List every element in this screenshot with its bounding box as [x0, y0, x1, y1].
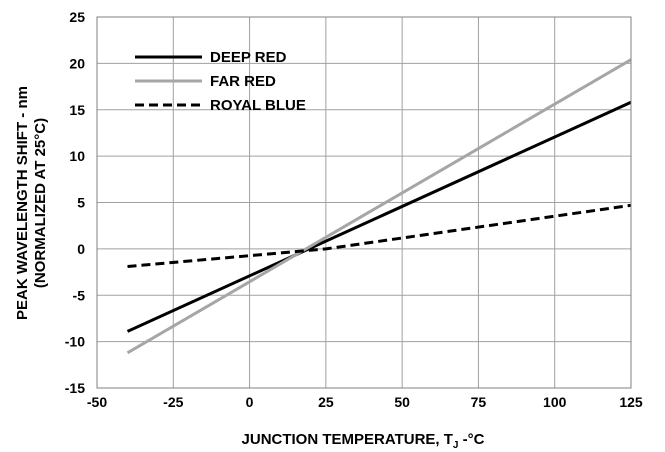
x-tick-label: -25 [163, 394, 183, 410]
series-layer [126, 58, 632, 355]
x-tick-label: 25 [318, 394, 334, 410]
x-tick-label: 0 [246, 394, 254, 410]
y-tick-label: 5 [77, 195, 85, 211]
x-tick-label: -50 [87, 394, 107, 410]
y-tick-labels: -15 -10 -5 0 5 10 15 20 25 [65, 9, 85, 396]
legend-label-royal-blue: ROYAL BLUE [210, 97, 306, 114]
y-tick-label: 15 [69, 102, 85, 118]
y-tick-label: -15 [65, 380, 85, 396]
y-tick-label: 0 [77, 241, 85, 257]
y-axis-title: PEAK WAVELENGTH SHIFT - nm [14, 86, 31, 320]
x-tick-labels: -50 -25 0 25 50 75 100 125 [87, 394, 643, 410]
y-axis-title-line2: (NORMALIZED AT 25°C) [32, 118, 49, 288]
legend-label-deep-red: DEEP RED [210, 49, 287, 66]
x-axis-title: JUNCTION TEMPERATURE, TJ -°C [242, 431, 485, 451]
y-tick-label: -5 [73, 287, 86, 303]
x-axis-title-suffix: -°C [458, 431, 484, 448]
series-line-deep-red [126, 100, 632, 333]
series-line-royal-blue [127, 203, 632, 268]
x-axis-title-subscript: J [453, 440, 459, 451]
x-tick-label: 100 [543, 394, 567, 410]
y-tick-label: 20 [69, 55, 85, 71]
x-axis-title-main: JUNCTION TEMPERATURE, T [242, 431, 453, 448]
y-tick-label: 10 [69, 148, 85, 164]
x-tick-label: 50 [394, 394, 410, 410]
x-tick-label: 125 [619, 394, 643, 410]
legend-label-far-red: FAR RED [210, 73, 276, 90]
legend: DEEP RED FAR RED ROYAL BLUE [135, 49, 306, 114]
plot-frame [96, 16, 632, 389]
x-tick-label: 75 [471, 394, 487, 410]
series-line-far-red [126, 58, 632, 355]
y-tick-label: -10 [65, 334, 85, 350]
y-tick-label: 25 [69, 9, 85, 25]
